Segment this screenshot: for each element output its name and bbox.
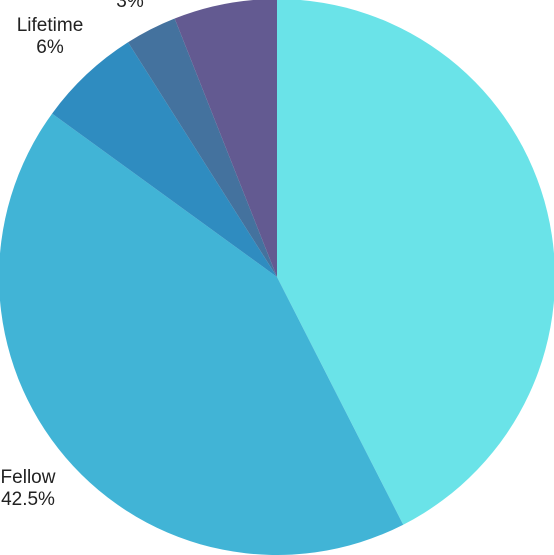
slice-label-3: 3%	[100, 0, 160, 13]
slice-name: Lifetime	[16, 15, 84, 36]
pie-slice-1	[0, 113, 404, 555]
slice-value: 3%	[116, 0, 144, 12]
pie-slice-4	[174, 0, 277, 277]
pie-slice-2	[52, 42, 278, 277]
slice-value: 6%	[36, 37, 64, 58]
pie-slice-0	[277, 0, 554, 525]
slice-value: 42.5%	[1, 489, 55, 510]
pie-slice-3	[128, 18, 277, 278]
slice-label-2: Lifetime 6%	[0, 15, 100, 59]
slice-label-1: Fellow 42.5%	[0, 467, 78, 511]
slice-name: Fellow	[0, 467, 56, 488]
